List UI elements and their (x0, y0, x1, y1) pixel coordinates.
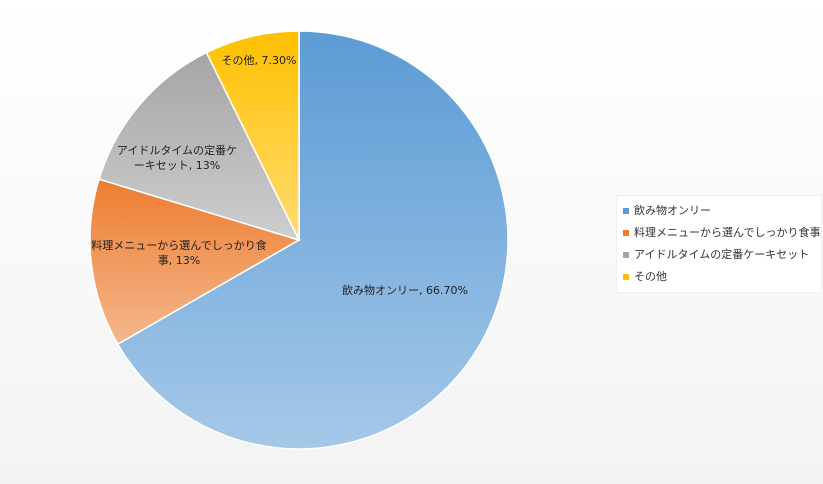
legend-swatch (623, 274, 629, 280)
legend-item: 料理メニューから選んでしっかり食事 (617, 222, 821, 244)
pie-slice (89, 178, 301, 346)
data-label: その他, 7.30% (221, 54, 297, 67)
legend-swatch (623, 252, 629, 258)
legend-item: アイドルタイムの定番ケーキセット (617, 244, 821, 266)
legend-label: 料理メニューから選んでしっかり食事 (634, 226, 821, 239)
legend-item: 飲み物オンリー (617, 200, 821, 222)
legend-swatch (623, 208, 629, 214)
legend-label: アイドルタイムの定番ケーキセット (634, 248, 810, 261)
legend-label: 飲み物オンリー (634, 204, 711, 217)
pie-slice (116, 30, 509, 450)
legend: 飲み物オンリー料理メニューから選んでしっかり食事 アイドルタイムの定番ケーキセット… (616, 195, 822, 293)
data-label: 飲み物オンリー, 66.70% (342, 284, 468, 297)
legend-label: その他 (634, 270, 667, 283)
legend-swatch (623, 230, 629, 236)
data-label: アイドルタイムの定番ケーキセット, 13% (116, 144, 238, 172)
data-label: 料理メニューから選んでしっかり食事, 13% (91, 239, 267, 267)
legend-item: その他 (617, 266, 821, 288)
pie-slice (205, 30, 300, 241)
pie-slice (98, 51, 301, 242)
